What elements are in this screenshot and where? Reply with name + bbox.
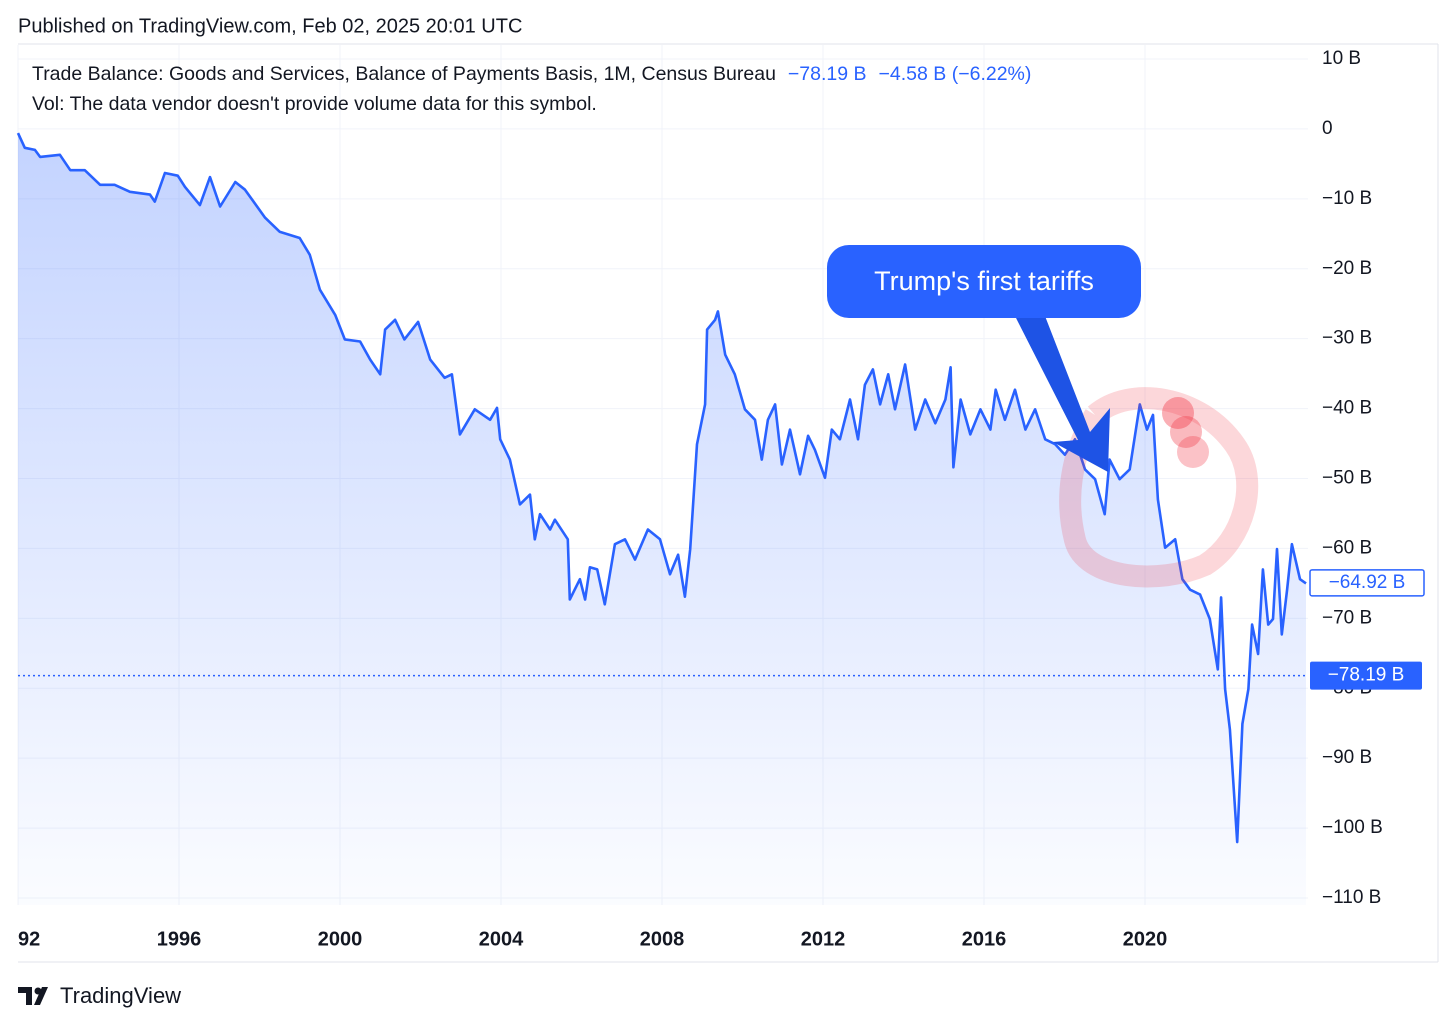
last-price-box — [1310, 661, 1422, 690]
brand-name: TradingView — [60, 983, 181, 1008]
y-tick-label: −60 B — [1322, 537, 1372, 558]
callout-text: Trump's first tariffs — [874, 266, 1094, 296]
x-tick-label: 2012 — [801, 928, 846, 950]
highlight-dot — [1162, 397, 1194, 429]
x-tick-label: 2016 — [962, 928, 1007, 950]
highlight-dot — [1177, 436, 1209, 468]
cursor-price-label: −64.92 B — [1329, 572, 1406, 593]
y-tick-label: −10 B — [1322, 188, 1372, 209]
x-tick-label: 2020 — [1123, 928, 1168, 950]
y-tick-label: 0 — [1322, 118, 1333, 139]
last-price-label: −78.19 B — [1328, 665, 1405, 686]
brand-logo-dot — [34, 987, 42, 995]
y-tick-label: −100 B — [1322, 817, 1383, 838]
callout-box — [827, 245, 1141, 318]
callout: Trump's first tariffs — [827, 245, 1141, 472]
plot — [16, 132, 1308, 906]
y-tick-label: −40 B — [1322, 398, 1372, 419]
highlight-scribble — [1059, 387, 1259, 588]
y-tick-label: −30 B — [1322, 328, 1372, 349]
line — [16, 132, 1307, 844]
published-note: Published on TradingView.com, Feb 02, 20… — [18, 15, 522, 37]
y-tick-label: −20 B — [1322, 258, 1372, 279]
cursor-price-box — [1309, 569, 1425, 597]
x-tick-label: 1996 — [157, 928, 202, 950]
y-tick-label: −50 B — [1322, 468, 1372, 489]
legend-value: −78.19 B — [788, 63, 867, 85]
x-tick-label: 2000 — [318, 928, 363, 950]
y-tick-label: −110 B — [1322, 887, 1381, 908]
legend: Trade Balance: Goods and Services, Balan… — [32, 63, 1031, 85]
y-tick-label: −90 B — [1322, 747, 1372, 768]
legend-change: −4.58 B (−6.22%) — [879, 63, 1032, 85]
series-name: Trade Balance: Goods and Services, Balan… — [32, 63, 776, 85]
y-tick-label: −70 B — [1322, 607, 1372, 628]
highlight-dot — [1170, 416, 1202, 448]
x-tick-label: 2004 — [479, 928, 524, 950]
y-tick-label: 10 B — [1322, 48, 1361, 69]
callout-arrow — [1015, 316, 1110, 472]
volume-note: Vol: The data vendor doesn't provide vol… — [32, 93, 597, 115]
x-tick-label: 2008 — [640, 928, 685, 950]
brand: TradingView — [18, 983, 181, 1008]
area — [18, 133, 1306, 906]
x-tick-label: 92 — [18, 928, 40, 950]
